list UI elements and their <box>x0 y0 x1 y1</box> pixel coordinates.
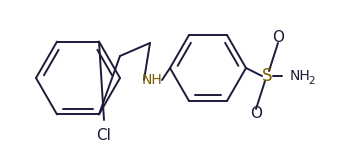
Text: NH: NH <box>290 69 311 83</box>
Text: NH: NH <box>142 73 162 87</box>
Text: S: S <box>262 67 272 85</box>
Text: O: O <box>272 31 284 45</box>
Text: Cl: Cl <box>97 128 112 143</box>
Text: O: O <box>250 106 262 122</box>
Text: 2: 2 <box>308 76 315 86</box>
